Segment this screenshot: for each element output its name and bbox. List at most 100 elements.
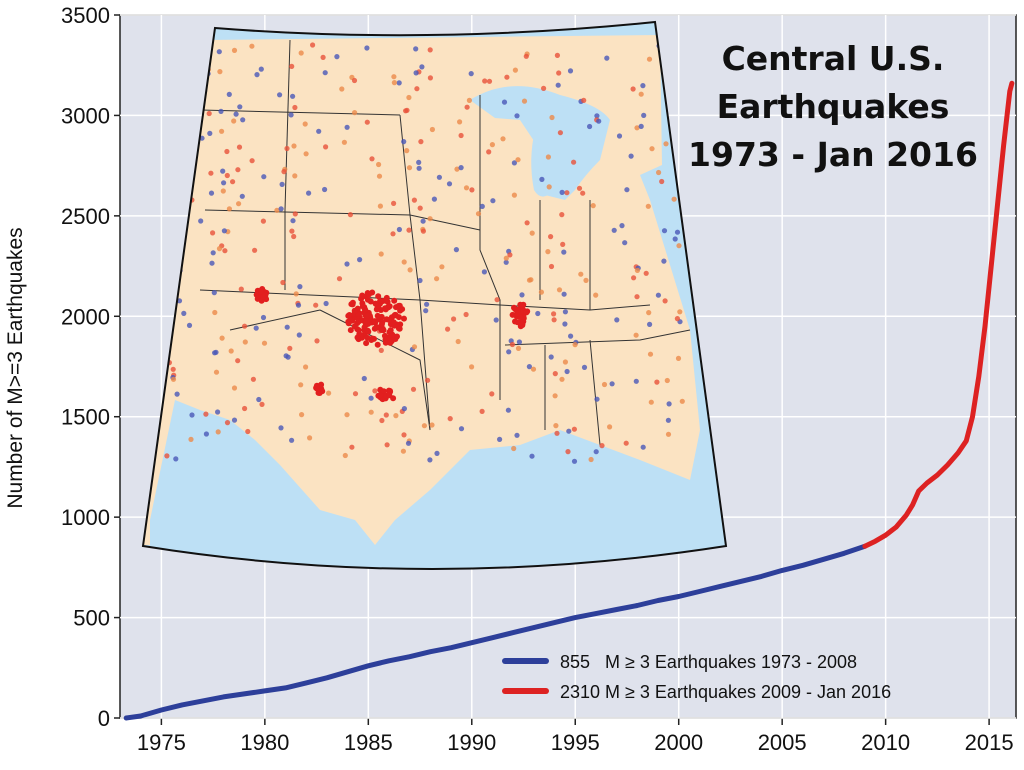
- earthquake-marker: [587, 123, 593, 130]
- earthquake-marker: [418, 139, 424, 145]
- earthquake-marker: [557, 130, 564, 136]
- earthquake-marker: [210, 250, 216, 256]
- earthquake-marker: [609, 381, 615, 387]
- earthquake-marker: [260, 218, 266, 224]
- earthquake-marker: [526, 364, 533, 370]
- earthquake-marker: [206, 110, 212, 117]
- earthquake-marker: [628, 153, 634, 159]
- earthquake-marker: [427, 216, 433, 222]
- earthquake-marker: [633, 332, 639, 338]
- earthquake-marker: [469, 187, 475, 193]
- earthquake-marker: [622, 240, 628, 246]
- earthquake-marker: [571, 159, 577, 165]
- earthquake-marker: [647, 321, 653, 327]
- earthquake-marker: [521, 98, 528, 104]
- legend-label-blue: 855 M ≥ 3 Earthquakes 1973 - 2008: [560, 652, 857, 672]
- earthquake-marker: [236, 144, 243, 150]
- earthquake-marker: [346, 312, 353, 318]
- earthquake-marker: [493, 317, 499, 323]
- earthquake-marker: [198, 218, 204, 224]
- earthquake-marker: [240, 117, 246, 123]
- earthquake-marker: [559, 212, 565, 218]
- earthquake-marker: [387, 327, 394, 334]
- earthquake-marker: [363, 318, 370, 325]
- chart-title-line-3: 1973 - Jan 2016: [688, 135, 978, 174]
- chart-title-line-1: Central U.S.: [722, 39, 945, 78]
- earthquake-marker: [392, 312, 399, 318]
- earthquake-marker: [523, 53, 529, 59]
- earthquake-marker: [342, 452, 348, 459]
- earthquake-marker: [215, 409, 221, 415]
- earthquake-marker: [414, 86, 420, 92]
- earthquake-marker: [439, 264, 445, 270]
- earthquake-marker: [486, 149, 492, 155]
- earthquake-marker: [601, 381, 608, 388]
- earthquake-marker: [249, 158, 255, 164]
- earthquake-marker: [320, 54, 326, 61]
- earthquake-marker: [277, 92, 283, 98]
- earthquake-marker: [424, 301, 430, 307]
- earthquake-marker: [634, 125, 640, 131]
- earthquake-marker: [173, 456, 179, 462]
- earthquake-marker: [261, 174, 267, 180]
- earthquake-marker: [367, 298, 374, 305]
- earthquake-marker: [416, 159, 422, 165]
- earthquake-marker: [355, 311, 362, 318]
- earthquake-marker: [359, 292, 366, 299]
- earthquake-marker: [401, 406, 407, 412]
- series-line-red: [862, 80, 1015, 549]
- earthquake-marker: [382, 305, 389, 312]
- earthquake-marker: [378, 347, 384, 353]
- earthquake-marker: [377, 392, 384, 398]
- earthquake-marker: [393, 413, 399, 419]
- earthquake-marker: [249, 43, 255, 49]
- earthquake-marker: [164, 453, 170, 459]
- earthquake-marker: [207, 130, 213, 136]
- earthquake-marker: [516, 339, 523, 345]
- earthquake-marker: [390, 231, 396, 237]
- earthquake-marker: [436, 174, 442, 180]
- earthquake-marker: [643, 270, 649, 276]
- y-tick-label: 1000: [61, 505, 110, 530]
- earthquake-marker: [302, 121, 308, 127]
- earthquake-marker: [529, 230, 535, 236]
- earthquake-marker: [186, 322, 193, 328]
- earthquake-marker: [218, 108, 224, 114]
- earthquake-marker: [419, 64, 425, 70]
- earthquake-marker: [583, 277, 589, 283]
- earthquake-marker: [354, 334, 361, 341]
- earthquake-marker: [384, 442, 390, 448]
- earthquake-marker: [410, 386, 417, 392]
- x-tick-label: 1975: [137, 730, 186, 755]
- earthquake-marker: [235, 358, 241, 364]
- earthquake-marker: [445, 326, 451, 332]
- earthquake-marker: [352, 110, 358, 116]
- earthquake-marker: [230, 179, 236, 185]
- x-tick-label: 2015: [965, 730, 1014, 755]
- earthquake-marker: [341, 139, 347, 145]
- inset-map: [141, 20, 728, 570]
- earthquake-marker: [364, 334, 371, 341]
- earthquake-marker: [581, 364, 588, 370]
- earthquake-marker: [387, 339, 394, 346]
- earthquake-marker: [203, 411, 209, 417]
- earthquake-marker: [541, 85, 547, 91]
- earthquake-marker: [548, 263, 555, 270]
- earthquake-marker: [434, 276, 440, 282]
- earthquake-marker: [561, 291, 567, 297]
- earthquake-marker: [581, 97, 587, 103]
- earthquake-marker: [400, 448, 406, 454]
- earthquake-marker: [559, 189, 565, 195]
- earthquake-marker: [429, 422, 435, 428]
- earthquake-marker: [220, 168, 226, 174]
- earthquake-marker: [572, 342, 578, 348]
- series-line-blue: [123, 543, 868, 721]
- earthquake-marker: [254, 72, 260, 78]
- earthquake-marker: [503, 259, 509, 265]
- earthquake-marker: [638, 91, 644, 97]
- earthquake-marker: [511, 192, 517, 198]
- earthquake-marker: [313, 302, 319, 308]
- earthquake-marker: [638, 123, 644, 129]
- earthquake-marker: [292, 104, 298, 111]
